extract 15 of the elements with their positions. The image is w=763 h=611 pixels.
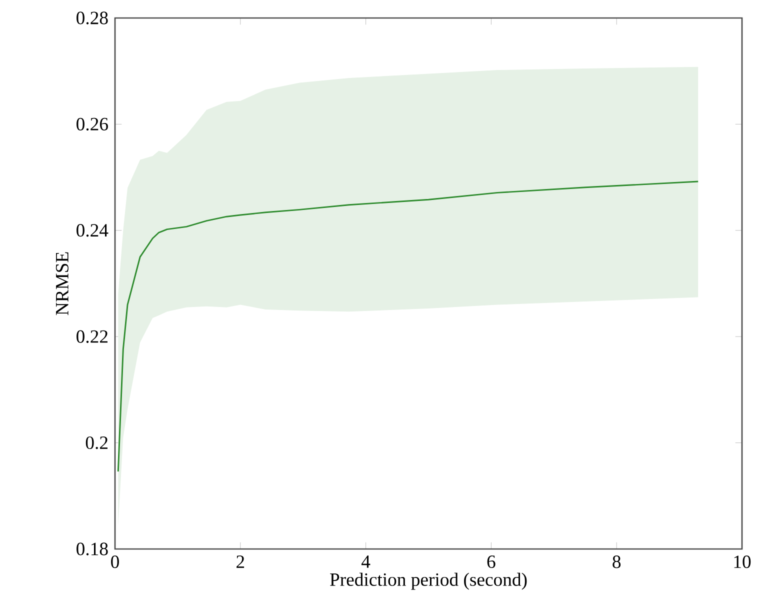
x-tick-label: 10 xyxy=(734,555,751,568)
x-tick-label: 6 xyxy=(487,555,496,568)
y-tick-label: 0.2 xyxy=(86,436,108,450)
x-axis-title: Prediction period (second) xyxy=(330,572,527,590)
y-axis-title: NRMSE xyxy=(56,252,68,316)
x-tick-label: 0 xyxy=(111,555,119,568)
y-tick-label: 0.26 xyxy=(76,118,108,131)
y-tick-label: 0.24 xyxy=(76,224,108,237)
y-tick-label: 0.22 xyxy=(76,330,108,343)
y-tick-label: 0.18 xyxy=(76,542,108,556)
x-tick-label: 4 xyxy=(361,555,370,568)
line-series xyxy=(117,180,699,472)
x-tick-label: 2 xyxy=(236,555,244,568)
x-tick-label: 8 xyxy=(612,555,621,568)
y-tick-label: 0.28 xyxy=(76,12,108,24)
